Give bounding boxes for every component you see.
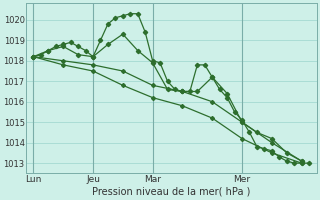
- X-axis label: Pression niveau de la mer( hPa ): Pression niveau de la mer( hPa ): [92, 187, 251, 197]
